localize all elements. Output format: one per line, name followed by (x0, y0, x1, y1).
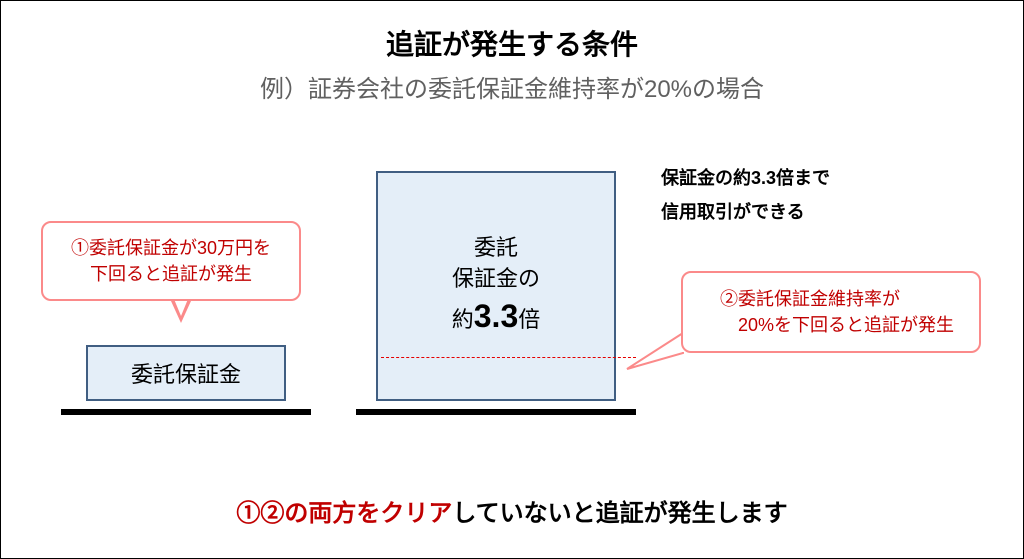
multiplied-box: 委託 保証金の 約3.3倍 (376, 171, 616, 401)
ground-line-1 (61, 409, 311, 415)
callout-2: ②委託保証金維持率が 20%を下回ると追証が発生 (681, 271, 981, 353)
ground-line-2 (356, 409, 636, 415)
footer-red-text: ①②の両方をクリア (236, 500, 452, 527)
callout-1-line1: ①委託保証金が30万円を (71, 238, 271, 258)
callout-1-line2: 下回ると追証が発生 (90, 264, 252, 284)
footer-black-text: していないと追証が発生します (452, 500, 787, 527)
callout-1: ①委託保証金が30万円を 下回ると追証が発生 (41, 221, 301, 301)
page-subtitle: 例）証券会社の委託保証金維持率が20%の場合 (1, 69, 1023, 104)
multiplied-box-line1: 委託 (474, 235, 518, 260)
diagram-row: ①委託保証金が30万円を 下回ると追証が発生 委託保証金 委託 保証金の 約3.… (1, 161, 1023, 441)
threshold-dashed-line (381, 357, 636, 358)
multiplied-box-text: 委託 保証金の 約3.3倍 (452, 233, 541, 339)
top-note-line2: 信用取引ができる (661, 202, 805, 222)
multiplied-box-suffix: 倍 (518, 307, 540, 332)
callout-1-tail-icon (171, 301, 191, 323)
multiplied-box-line2: 保証金の (452, 266, 540, 291)
footer-statement: ①②の両方をクリアしていないと追証が発生します (1, 493, 1023, 528)
callout-2-line2: 20%を下回ると追証が発生 (720, 315, 954, 335)
multiplied-box-prefix: 約 (452, 307, 474, 332)
top-note-line1: 保証金の約3.3倍まで (661, 168, 830, 188)
deposit-box-label: 委託保証金 (131, 357, 241, 389)
page-title: 追証が発生する条件 (1, 23, 1023, 63)
multiplied-box-big: 3.3 (474, 298, 518, 334)
deposit-box: 委託保証金 (86, 345, 286, 401)
top-note: 保証金の約3.3倍まで 信用取引ができる (661, 161, 830, 229)
callout-2-line1: ②委託保証金維持率が (720, 289, 900, 309)
callout-1-text: ①委託保証金が30万円を 下回ると追証が発生 (71, 235, 271, 287)
callout-2-text: ②委託保証金維持率が 20%を下回ると追証が発生 (720, 286, 954, 338)
